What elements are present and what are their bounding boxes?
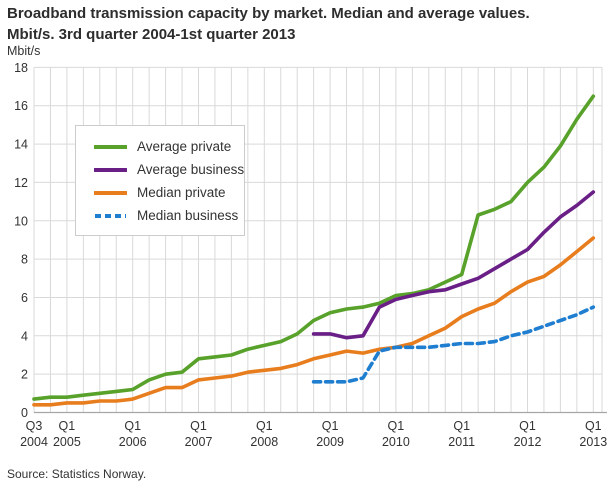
x-tick-label-year: 2010 bbox=[382, 435, 410, 449]
x-tick-label-quarter: Q1 bbox=[124, 419, 141, 433]
x-tick-label-year: 2013 bbox=[579, 435, 607, 449]
x-tick-label-quarter: Q1 bbox=[59, 419, 76, 433]
legend-label: Median private bbox=[137, 185, 226, 200]
y-tick-label: 4 bbox=[21, 329, 28, 343]
y-tick-label: 10 bbox=[14, 214, 28, 228]
x-tick-label-quarter: Q3 bbox=[26, 419, 43, 433]
y-tick-label: 2 bbox=[21, 368, 28, 382]
series-line-median-private bbox=[32, 236, 596, 407]
legend-swatch-line bbox=[94, 190, 127, 195]
source-text: Source: Statistics Norway. bbox=[7, 467, 147, 481]
x-tick-labels: Q3 2004 Q1 2005 Q1 2006 Q1 2007 Q1 2008 Q1 2009 Q1 20… bbox=[20, 419, 607, 449]
x-tick-label-quarter: Q1 bbox=[256, 419, 273, 433]
chart-title-line2: Mbit/s. 3rd quarter 2004-1st quarter 201… bbox=[7, 26, 296, 43]
y-tick-label: 6 bbox=[21, 291, 28, 305]
x-tick-label-quarter: Q1 bbox=[190, 419, 207, 433]
x-tick-label-quarter: Q1 bbox=[453, 419, 470, 433]
x-tick-label-quarter: Q1 bbox=[585, 419, 602, 433]
chart-title-line1: Broadband transmission capacity by marke… bbox=[7, 5, 530, 22]
legend-label: Average private bbox=[137, 139, 232, 154]
legend-swatch-line bbox=[94, 167, 127, 172]
legend-item-average-private: Average private bbox=[76, 135, 244, 158]
legend-swatch-dashed-line bbox=[95, 213, 126, 218]
y-tick-label: 12 bbox=[14, 176, 28, 190]
legend-item-average-business: Average business bbox=[76, 158, 244, 181]
y-axis-unit-label: Mbit/s bbox=[7, 44, 41, 58]
x-tick-label-quarter: Q1 bbox=[519, 419, 536, 433]
legend-label: Average business bbox=[137, 162, 245, 177]
y-tick-labels: 0 2 4 6 8 10 12 14 16 18 bbox=[14, 61, 28, 420]
series-line-median-business bbox=[311, 305, 596, 384]
x-tick-label-quarter: Q1 bbox=[388, 419, 405, 433]
chart-legend: Average private Average business Median pr… bbox=[75, 125, 245, 236]
x-tick-label-year: 2007 bbox=[185, 435, 213, 449]
series-line-average-private bbox=[32, 94, 596, 401]
legend-swatch-line bbox=[94, 144, 127, 149]
y-tick-label: 8 bbox=[21, 253, 28, 267]
y-tick-label: 16 bbox=[14, 99, 28, 113]
y-tick-label: 18 bbox=[14, 61, 28, 75]
series-line-average-business bbox=[311, 190, 596, 340]
legend-label: Median business bbox=[137, 208, 239, 223]
legend-item-median-private: Median private bbox=[76, 181, 244, 204]
y-tick-label: 0 bbox=[21, 406, 28, 420]
chart-title: Broadband transmission capacity by marke… bbox=[7, 3, 603, 45]
x-tick-label-year: 2004 bbox=[20, 435, 48, 449]
x-tick-label-year: 2009 bbox=[316, 435, 344, 449]
data-series-lines bbox=[32, 94, 596, 407]
y-tick-label: 14 bbox=[14, 138, 28, 152]
x-tick-label-year: 2012 bbox=[514, 435, 542, 449]
x-tick-label-year: 2005 bbox=[53, 435, 81, 449]
x-tick-label-year: 2008 bbox=[250, 435, 278, 449]
gridlines bbox=[33, 66, 603, 413]
legend-item-median-business: Median business bbox=[76, 204, 244, 227]
x-tick-label-quarter: Q1 bbox=[322, 419, 339, 433]
x-tick-label-year: 2011 bbox=[448, 435, 475, 449]
x-tick-label-year: 2006 bbox=[119, 435, 147, 449]
